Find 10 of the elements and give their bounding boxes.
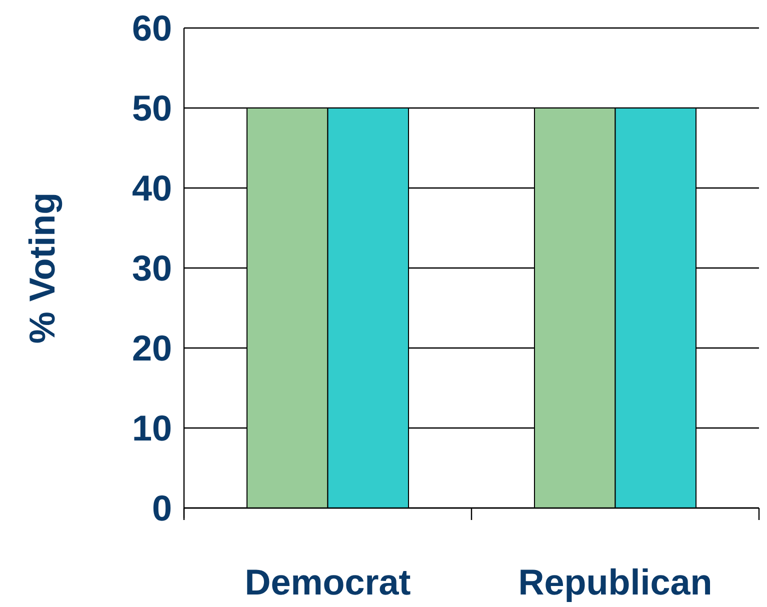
y-tick-label: 20 — [132, 328, 172, 369]
y-tick-label: 10 — [132, 408, 172, 449]
y-tick-label: 0 — [152, 488, 172, 529]
y-axis-title: % Voting — [22, 192, 63, 344]
x-tick-label: Republican — [518, 562, 712, 603]
y-tick-label: 40 — [132, 168, 172, 209]
x-tick-label: Democrat — [244, 562, 411, 603]
y-tick-label: 30 — [132, 248, 172, 289]
y-tick-label: 60 — [132, 8, 172, 49]
y-tick-label: 50 — [132, 88, 172, 129]
